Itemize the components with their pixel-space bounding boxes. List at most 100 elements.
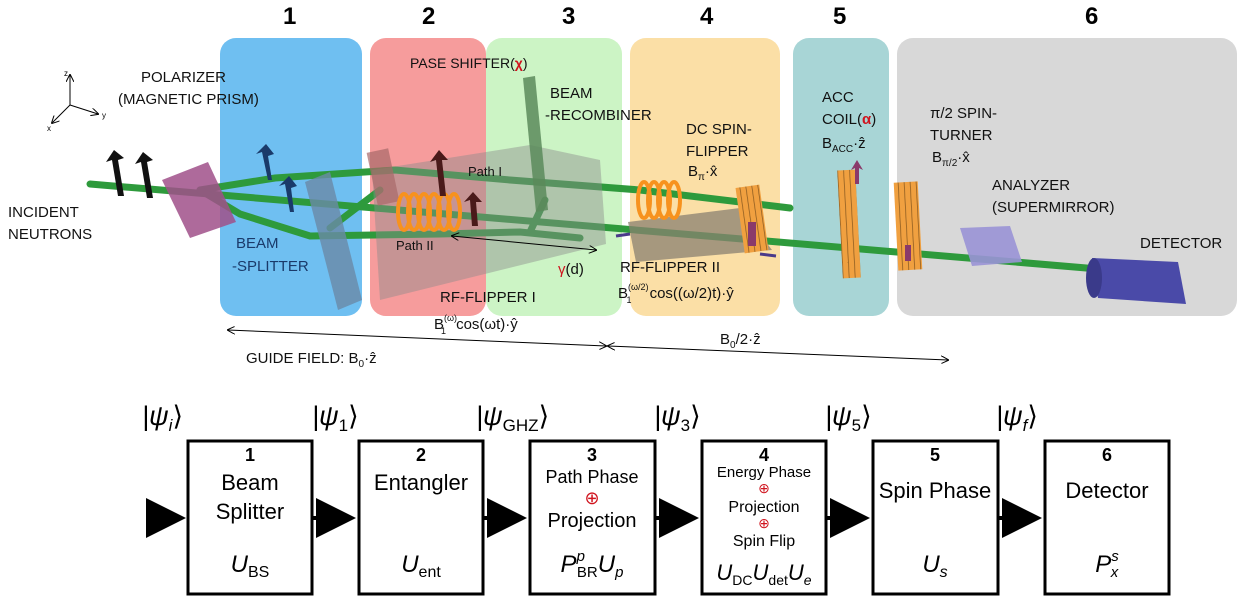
dc-flipper-label: DC SPIN- bbox=[686, 121, 752, 138]
block-3-line2: Projection bbox=[548, 510, 637, 532]
block-1 bbox=[186, 439, 314, 596]
block-4-line1: Energy Phase bbox=[717, 464, 811, 481]
block-6-line1: Detector bbox=[1065, 478, 1148, 503]
block-4-line3: Spin Flip bbox=[733, 533, 795, 550]
polarizer-sublabel: (MAGNETIC PRISM) bbox=[118, 91, 259, 108]
block-4-number: 4 bbox=[759, 445, 769, 465]
acc-coil bbox=[837, 169, 861, 279]
block-4-oplus-2: ⊕ bbox=[758, 515, 770, 531]
block-3-operator: Pp BRUp bbox=[561, 548, 624, 581]
phase-shifter-plate bbox=[523, 76, 548, 212]
path-1-label: Path I bbox=[468, 164, 502, 179]
block-6-operator: Ps x bbox=[1095, 548, 1119, 581]
block-1-line1: Beam bbox=[221, 470, 278, 495]
block-4 bbox=[700, 439, 828, 596]
block-2-operator: Uent bbox=[401, 551, 441, 581]
axis-y-label: y bbox=[102, 111, 106, 120]
dc-flipper-core bbox=[748, 222, 756, 246]
block-4-line2: Projection bbox=[728, 499, 799, 516]
beam-recombiner-label: BEAM bbox=[550, 85, 593, 102]
rf-2-field-arrow-left bbox=[615, 232, 631, 238]
block-1-number: 1 bbox=[245, 445, 255, 465]
axis-triad bbox=[52, 75, 98, 123]
stage-number-5: 5 bbox=[833, 3, 846, 30]
acc-sublabel: COIL(α) bbox=[822, 111, 876, 128]
polarizer-label: POLARIZER bbox=[141, 69, 226, 86]
interferometer-crystal bbox=[372, 145, 606, 300]
stage-numbers: 1 2 3 4 5 6 bbox=[283, 3, 1098, 30]
block-2 bbox=[357, 439, 485, 596]
axis-x-label: x bbox=[47, 124, 51, 133]
spin-turner-sublabel: TURNER bbox=[930, 127, 993, 144]
block-5-number: 5 bbox=[930, 445, 940, 465]
rf-flipper-2-base bbox=[628, 208, 772, 262]
acc-formula: BACC·ẑ bbox=[822, 135, 866, 155]
analyzer-label: ANALYZER bbox=[992, 177, 1070, 194]
state-psi-f: |ψf⟩ bbox=[996, 401, 1038, 435]
block-5-line1: Spin Phase bbox=[879, 478, 992, 503]
state-psi-ghz: |ψGHZ⟩ bbox=[476, 401, 549, 435]
state-psi-5: |ψ5⟩ bbox=[825, 401, 872, 435]
analyzer-sublabel: (SUPERMIRROR) bbox=[992, 199, 1115, 216]
beam-splitter-sublabel: -SPLITTER bbox=[232, 258, 309, 275]
detector-face bbox=[1086, 258, 1102, 298]
block-3-number: 3 bbox=[587, 445, 597, 465]
state-psi-3: |ψ3⟩ bbox=[654, 401, 701, 435]
detector-label: DETECTOR bbox=[1140, 235, 1222, 252]
rf-1-spin-arrows bbox=[430, 150, 482, 226]
half-field-label: B0/2·ẑ bbox=[720, 331, 761, 351]
gamma-d-label: γ(d) bbox=[558, 261, 584, 278]
path-2-label: Path II bbox=[396, 238, 434, 253]
block-1-line2: Splitter bbox=[216, 499, 284, 524]
acc-label: ACC bbox=[822, 89, 854, 106]
stage-number-3: 3 bbox=[562, 3, 575, 30]
polarizer-prism bbox=[162, 162, 236, 238]
dc-flipper-formula: Bπ·x̂ bbox=[688, 163, 718, 183]
rf-flipper-2-label: RF-FLIPPER II bbox=[620, 259, 720, 276]
block-2-line1: Entangler bbox=[374, 470, 468, 495]
rf-2-field-arrow-right bbox=[759, 252, 777, 258]
rf-flipper-2-coil bbox=[636, 180, 682, 220]
block-6-number: 6 bbox=[1102, 445, 1112, 465]
detector-cylinder bbox=[1092, 258, 1186, 304]
stage-number-1: 1 bbox=[283, 3, 296, 30]
spin-turner-coil bbox=[893, 181, 923, 271]
block-3-line1: Path Phase bbox=[545, 467, 638, 487]
block-5 bbox=[871, 439, 1000, 596]
rf-flipper-1-label: RF-FLIPPER I bbox=[440, 289, 536, 306]
acc-arrow bbox=[851, 160, 863, 184]
analyzer-supermirror bbox=[960, 226, 1022, 266]
dc-flipper-coil bbox=[735, 184, 769, 254]
rf-flipper-2-formula: B(ω/2) 1 cos((ω/2)t)·ŷ bbox=[618, 282, 734, 305]
incident-label: INCIDENT bbox=[8, 204, 79, 221]
phase-shifter-label: PASE SHIFTER(χ) bbox=[410, 55, 528, 71]
stage-number-4: 4 bbox=[700, 3, 714, 30]
beam-splitter-crystal bbox=[305, 172, 362, 310]
state-psi-1: |ψ1⟩ bbox=[312, 401, 359, 435]
spin-turner-label: π/2 SPIN- bbox=[930, 105, 997, 122]
axis-z-label: z bbox=[64, 69, 68, 78]
spin-turner-core bbox=[905, 245, 911, 261]
block-4-oplus-1: ⊕ bbox=[758, 480, 770, 496]
entangler-block bbox=[366, 148, 400, 206]
half-field-arrow bbox=[608, 346, 948, 360]
block-2-number: 2 bbox=[416, 445, 426, 465]
guide-field-arrow bbox=[228, 330, 606, 346]
split-spin-arrows bbox=[256, 144, 297, 212]
block-5-operator: Us bbox=[922, 551, 947, 581]
spin-turner-formula: Bπ/2·x̂ bbox=[932, 149, 970, 169]
block-3 bbox=[528, 439, 657, 596]
state-psi-i: |ψi⟩ bbox=[142, 401, 183, 435]
block-3-oplus: ⊕ bbox=[584, 488, 599, 508]
incident-spin-arrows bbox=[106, 150, 153, 198]
block-4-operator: UDCUdetUe bbox=[716, 560, 811, 588]
incident-sublabel: NEUTRONS bbox=[8, 226, 92, 243]
block-6 bbox=[1043, 439, 1171, 596]
stage-number-6: 6 bbox=[1085, 3, 1098, 30]
rf-flipper-1-coil bbox=[396, 192, 462, 232]
block-diagram: |ψi⟩ |ψ1⟩ |ψGHZ⟩ |ψ3⟩ |ψ5⟩ |ψf⟩ bbox=[142, 401, 1171, 596]
beam-splitter-label: BEAM bbox=[236, 235, 279, 252]
stage-number-2: 2 bbox=[422, 3, 435, 30]
gamma-d-arrow bbox=[452, 236, 596, 250]
